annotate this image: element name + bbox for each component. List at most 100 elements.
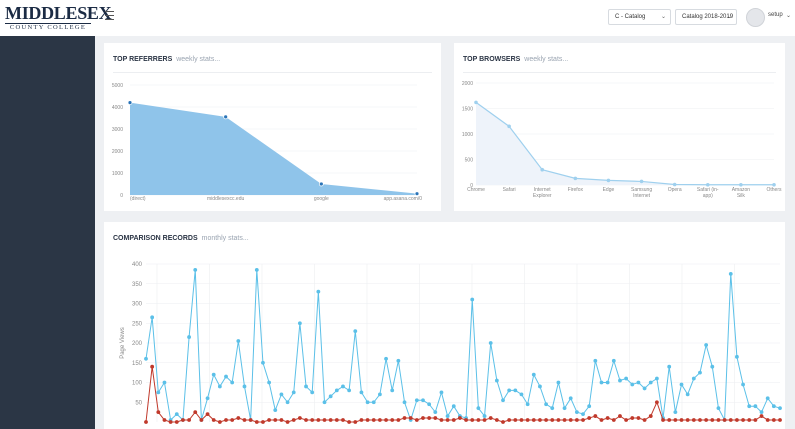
data-point	[427, 416, 432, 420]
data-point	[772, 182, 776, 187]
chevron-down-icon: ⌄	[726, 14, 732, 20]
data-point	[630, 416, 635, 420]
data-point	[488, 341, 493, 345]
y-tick-label: 4000	[112, 105, 123, 111]
data-point	[654, 400, 659, 405]
data-point	[587, 416, 592, 420]
data-point	[568, 418, 573, 422]
data-point	[341, 418, 345, 422]
catalog-year-select-value: Catalog 2018-2019	[682, 14, 734, 20]
comparison-records-panel: COMPARISON RECORDS monthly stats... 50 10…	[104, 222, 788, 429]
data-point	[378, 418, 382, 422]
catalog-year-select[interactable]: Catalog 2018-2019 ⌄	[675, 9, 737, 25]
x-tick-label: Others	[766, 187, 782, 193]
data-point	[390, 388, 395, 393]
data-point	[525, 418, 530, 422]
data-point	[261, 360, 265, 365]
data-point	[611, 358, 616, 363]
data-point	[599, 380, 604, 385]
data-point	[538, 384, 542, 389]
y-tick-label: 300	[132, 302, 143, 308]
data-point	[261, 420, 265, 424]
data-point	[494, 418, 499, 422]
data-point	[574, 410, 579, 415]
data-point	[322, 400, 327, 405]
series-line	[145, 366, 780, 423]
data-point	[556, 418, 561, 422]
data-point	[291, 418, 296, 422]
top-browsers-subtitle: weekly stats...	[524, 56, 569, 63]
data-point	[414, 191, 420, 197]
data-point	[445, 418, 450, 422]
data-point	[285, 420, 290, 424]
x-tick-label: app.asana.com/0	[384, 196, 423, 202]
data-point	[451, 418, 456, 422]
data-point	[322, 418, 327, 422]
data-point	[359, 390, 364, 395]
data-point	[494, 378, 499, 383]
sidebar	[0, 36, 95, 429]
data-point	[273, 408, 278, 413]
top-referrers-subtitle: weekly stats...	[176, 56, 221, 63]
data-point	[531, 372, 536, 377]
data-point	[230, 380, 235, 385]
area-series	[476, 102, 774, 185]
user-menu-name[interactable]: setup	[768, 12, 783, 18]
data-point	[162, 418, 167, 422]
data-point	[778, 406, 782, 411]
data-point	[421, 416, 425, 420]
hamburger-menu-icon[interactable]	[105, 11, 115, 20]
data-point	[353, 329, 358, 334]
data-point	[550, 406, 555, 411]
y-tick-label: 200	[132, 341, 143, 347]
line-series	[475, 101, 774, 186]
chevron-down-icon[interactable]: ⌄	[786, 13, 792, 19]
data-point	[639, 179, 644, 184]
data-point	[347, 420, 352, 424]
data-point	[618, 378, 622, 383]
y-tick-label: 1000	[112, 171, 123, 177]
catalog-select[interactable]: C - Catalog ⌄	[608, 9, 671, 25]
data-point	[667, 364, 672, 369]
data-point	[390, 418, 395, 422]
data-point	[217, 384, 222, 389]
area-series	[130, 102, 417, 195]
data-point	[710, 364, 715, 369]
data-point	[728, 418, 733, 422]
logo-sub-text: COUNTY COLLEGE	[9, 24, 87, 31]
data-point	[519, 392, 524, 397]
data-point	[470, 418, 475, 422]
college-logo[interactable]: MIDDLESEX COUNTY COLLEGE	[5, 4, 112, 32]
avatar[interactable]	[746, 8, 765, 27]
data-point	[710, 418, 715, 422]
data-point	[150, 315, 155, 320]
data-point	[488, 416, 493, 420]
data-point	[193, 268, 198, 272]
y-tick-label: 150	[132, 361, 143, 367]
y-tick-label: 350	[132, 282, 143, 288]
divider	[113, 72, 432, 73]
data-point	[174, 420, 179, 424]
data-point	[267, 380, 272, 385]
data-point	[513, 388, 518, 393]
data-point	[476, 418, 481, 422]
data-point	[605, 380, 610, 385]
data-point	[168, 420, 173, 424]
data-point	[691, 418, 696, 422]
data-point	[705, 182, 710, 187]
data-point	[236, 416, 241, 420]
data-point	[211, 418, 216, 422]
top-referrers-panel: TOP REFERRERS weekly stats... 0 1000 2000 3…	[104, 43, 441, 211]
data-point	[667, 418, 672, 422]
data-point	[267, 418, 272, 422]
data-point	[691, 376, 696, 381]
data-point	[310, 418, 315, 422]
data-point	[236, 339, 241, 343]
data-point	[414, 398, 419, 403]
data-point	[765, 396, 770, 401]
data-point	[654, 376, 659, 381]
data-point	[279, 392, 284, 397]
data-point	[285, 400, 290, 405]
data-point	[540, 167, 545, 172]
